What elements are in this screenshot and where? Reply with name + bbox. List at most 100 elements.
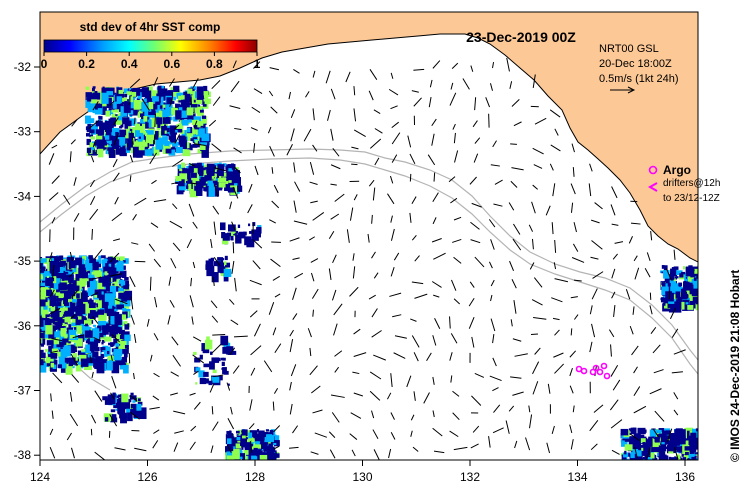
- sst-pixel: [94, 126, 98, 130]
- sst-pixel: [640, 461, 646, 465]
- sst-pixel: [65, 271, 69, 274]
- sst-pixel: [181, 168, 188, 177]
- current-vector: [671, 328, 679, 338]
- sst-pixel: [100, 349, 104, 352]
- current-vector: [453, 216, 462, 221]
- sst-pixel: [113, 306, 116, 309]
- sst-pixel: [201, 115, 207, 119]
- sst-pixel: [189, 98, 192, 102]
- current-vector: [369, 138, 382, 149]
- sst-pixel: [77, 303, 86, 315]
- current-vectors: [48, 57, 686, 460]
- current-vector: [512, 391, 524, 396]
- current-vector: [94, 451, 106, 460]
- current-vector: [387, 193, 395, 205]
- sst-pixel: [199, 172, 204, 176]
- sst-pixel: [215, 178, 219, 181]
- current-vector: [390, 412, 395, 420]
- sst-pixel: [87, 270, 91, 274]
- sst-pixel: [663, 270, 670, 279]
- current-vector: [130, 395, 138, 402]
- sst-pixel: [124, 334, 131, 342]
- current-vector: [393, 252, 400, 261]
- sst-pixel: [102, 325, 109, 334]
- sst-pixel: [80, 317, 85, 321]
- current-vector: [350, 412, 362, 419]
- current-vector: [492, 61, 495, 69]
- sst-pixel: [668, 440, 676, 448]
- sst-pixel: [121, 293, 128, 302]
- current-vector: [132, 214, 137, 221]
- sst-pixel: [60, 344, 65, 348]
- sst-pixel: [190, 138, 193, 142]
- sst-pixel: [268, 441, 271, 446]
- y-tick-label: -35: [14, 254, 32, 268]
- current-vector: [312, 309, 314, 317]
- sst-pixel: [273, 442, 277, 446]
- current-vector: [431, 133, 435, 146]
- sst-pixel: [40, 314, 48, 322]
- y-tick-label: -37: [14, 384, 32, 398]
- sst-pixel: [143, 115, 148, 122]
- sst-pixel: [101, 298, 109, 309]
- current-vector: [153, 333, 159, 341]
- sst-pixel: [80, 358, 89, 367]
- sst-pixel: [76, 280, 82, 290]
- sst-pixel: [217, 164, 225, 172]
- current-vector: [449, 352, 453, 361]
- current-vector: [250, 345, 262, 356]
- sst-pixel: [40, 282, 46, 287]
- sst-pixel: [669, 433, 673, 437]
- sst-pixel: [137, 401, 143, 406]
- sst-pixel: [676, 444, 681, 448]
- sst-pixel: [97, 141, 105, 151]
- current-vector: [289, 237, 300, 242]
- current-vector: [592, 271, 604, 279]
- sst-pixel: [98, 255, 102, 260]
- sst-pixel: [223, 268, 232, 278]
- sst-pixel: [692, 269, 695, 272]
- sst-pixel: [121, 356, 128, 363]
- sst-pixel: [187, 115, 194, 121]
- sst-pixel: [114, 324, 121, 334]
- sst-pixel: [162, 104, 166, 108]
- sst-pixel: [89, 310, 96, 319]
- current-vector: [293, 200, 297, 213]
- sst-pixel: [667, 446, 675, 452]
- current-vector: [286, 144, 293, 156]
- sst-pixel: [137, 398, 141, 402]
- current-vector: [488, 436, 491, 448]
- current-vector: [509, 260, 515, 272]
- sst-pixel: [85, 344, 92, 354]
- sst-pixel: [108, 327, 112, 332]
- sst-pixel: [204, 165, 208, 170]
- sst-pixel: [218, 182, 226, 188]
- current-vector: [389, 175, 394, 184]
- sst-pixel: [671, 436, 677, 443]
- sst-pixel: [695, 428, 698, 432]
- sst-pixel: [689, 290, 695, 295]
- sst-pixel: [700, 292, 704, 296]
- sst-pixel: [193, 168, 198, 174]
- sst-pixel: [214, 169, 219, 173]
- sst-pixel: [117, 406, 126, 414]
- x-tick-label: 130: [352, 470, 372, 484]
- current-vector: [49, 307, 61, 315]
- sst-pixel: [113, 100, 119, 109]
- current-vector: [609, 399, 619, 411]
- sst-pixel: [57, 317, 63, 325]
- sst-pixel: [676, 454, 681, 460]
- sst-pixel: [129, 96, 134, 103]
- sst-pixel: [113, 311, 120, 317]
- sst-pixel: [258, 430, 265, 441]
- sst-pixel: [40, 339, 42, 346]
- current-vector: [189, 392, 196, 396]
- current-vector: [547, 383, 551, 394]
- sst-pixel: [181, 100, 188, 107]
- current-vector: [492, 427, 504, 434]
- current-vector: [50, 393, 52, 402]
- current-vector: [146, 318, 150, 327]
- sst-pixel: [130, 403, 137, 409]
- current-vector: [332, 147, 340, 157]
- sst-pixel: [688, 292, 696, 301]
